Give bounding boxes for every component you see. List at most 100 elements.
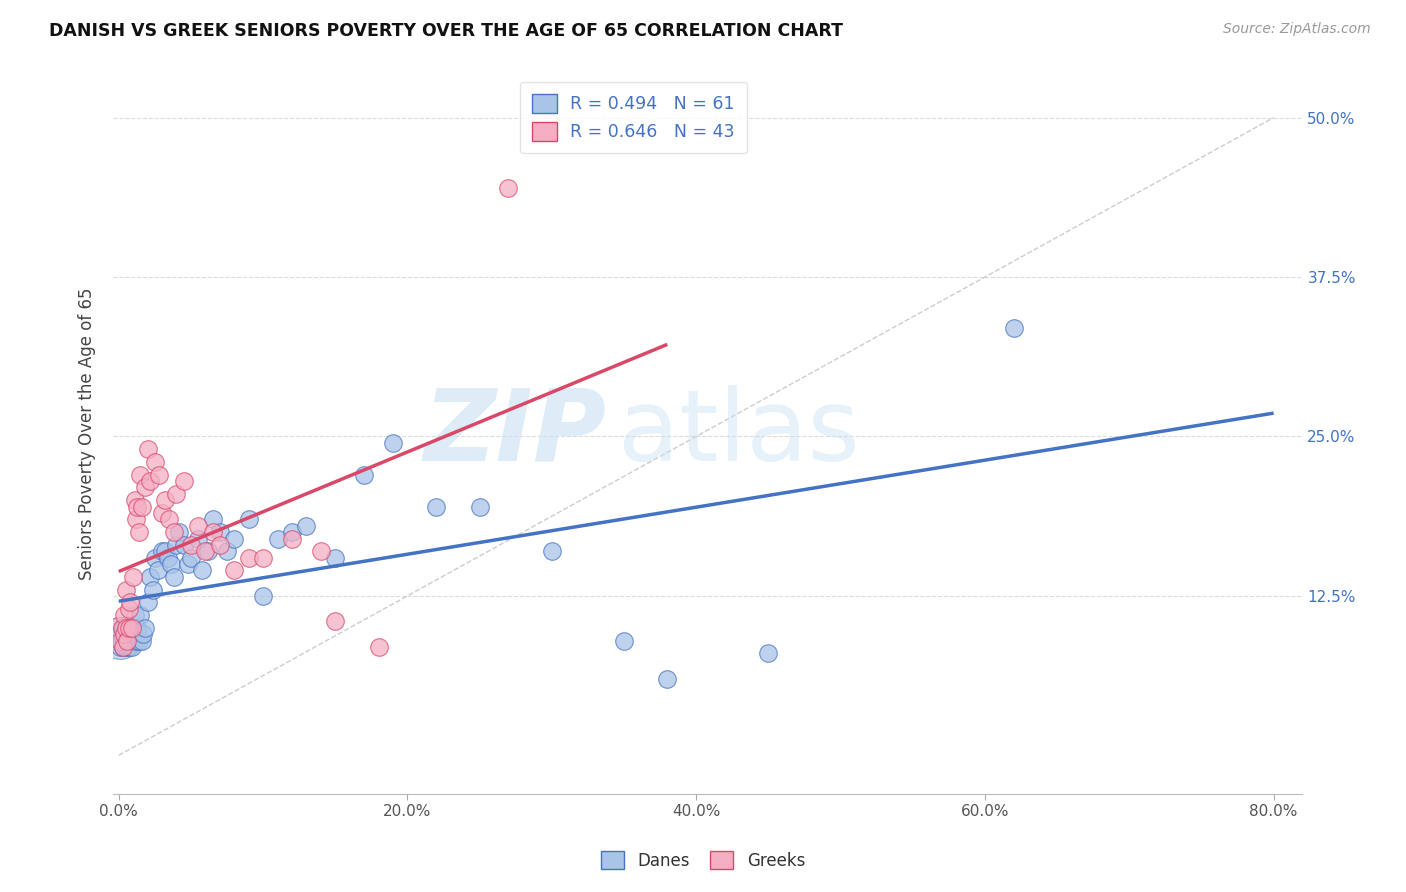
Point <box>114 633 136 648</box>
Text: Source: ZipAtlas.com: Source: ZipAtlas.com <box>1223 22 1371 37</box>
Point <box>115 582 138 597</box>
Legend: R = 0.494   N = 61, R = 0.646   N = 43: R = 0.494 N = 61, R = 0.646 N = 43 <box>520 82 747 153</box>
Point <box>143 455 166 469</box>
Point <box>146 563 169 577</box>
Point <box>136 442 159 457</box>
Point <box>108 631 131 645</box>
Point <box>115 640 138 654</box>
Point <box>177 557 200 571</box>
Point <box>238 550 260 565</box>
Point <box>224 532 246 546</box>
Point <box>252 550 274 565</box>
Point <box>121 640 143 654</box>
Point <box>1002 321 1025 335</box>
Point <box>157 512 180 526</box>
Point <box>128 633 150 648</box>
Point <box>215 544 238 558</box>
Point <box>129 608 152 623</box>
Point <box>208 525 231 540</box>
Point <box>367 640 389 654</box>
Point <box>201 525 224 540</box>
Point <box>201 512 224 526</box>
Point <box>180 550 202 565</box>
Point <box>114 608 136 623</box>
Point <box>353 467 375 482</box>
Point <box>112 640 135 654</box>
Point <box>115 621 138 635</box>
Point <box>120 633 142 648</box>
Point <box>657 672 679 686</box>
Point <box>121 621 143 635</box>
Point <box>136 595 159 609</box>
Point <box>156 550 179 565</box>
Text: atlas: atlas <box>619 384 860 482</box>
Point <box>153 544 176 558</box>
Point <box>295 518 318 533</box>
Point <box>756 646 779 660</box>
Point <box>127 621 149 635</box>
Point <box>173 538 195 552</box>
Point <box>139 474 162 488</box>
Point <box>139 570 162 584</box>
Point <box>382 435 405 450</box>
Point <box>142 582 165 597</box>
Point <box>468 500 491 514</box>
Point <box>117 633 139 648</box>
Legend: Danes, Greeks: Danes, Greeks <box>595 845 811 877</box>
Point <box>540 544 562 558</box>
Point <box>187 518 209 533</box>
Point <box>125 512 148 526</box>
Point <box>166 538 188 552</box>
Text: DANISH VS GREEK SENIORS POVERTY OVER THE AGE OF 65 CORRELATION CHART: DANISH VS GREEK SENIORS POVERTY OVER THE… <box>49 22 844 40</box>
Point <box>134 481 156 495</box>
Point <box>118 640 141 654</box>
Point <box>323 615 346 629</box>
Point <box>122 621 145 635</box>
Point <box>131 633 153 648</box>
Point <box>114 627 136 641</box>
Point <box>143 550 166 565</box>
Point <box>173 474 195 488</box>
Point <box>238 512 260 526</box>
Point <box>191 563 214 577</box>
Point <box>122 570 145 584</box>
Point <box>117 633 139 648</box>
Point <box>169 525 191 540</box>
Point <box>309 544 332 558</box>
Point <box>197 544 219 558</box>
Point <box>281 532 304 546</box>
Point <box>162 570 184 584</box>
Point <box>323 550 346 565</box>
Point <box>148 467 170 482</box>
Point <box>166 487 188 501</box>
Point <box>120 595 142 609</box>
Point <box>124 493 146 508</box>
Point <box>112 621 135 635</box>
Point <box>252 589 274 603</box>
Point <box>266 532 288 546</box>
Point <box>159 557 181 571</box>
Point <box>108 633 131 648</box>
Point <box>162 525 184 540</box>
Text: ZIP: ZIP <box>423 384 606 482</box>
Point <box>132 627 155 641</box>
Point <box>124 608 146 623</box>
Point <box>127 500 149 514</box>
Point <box>108 627 131 641</box>
Point <box>110 621 132 635</box>
Point <box>128 525 150 540</box>
Y-axis label: Seniors Poverty Over the Age of 65: Seniors Poverty Over the Age of 65 <box>79 287 96 580</box>
Point <box>194 544 217 558</box>
Point <box>110 633 132 648</box>
Point <box>117 621 139 635</box>
Point <box>131 500 153 514</box>
Point <box>613 633 636 648</box>
Point <box>150 506 173 520</box>
Point <box>425 500 447 514</box>
Point <box>224 563 246 577</box>
Point <box>129 467 152 482</box>
Point <box>108 640 131 654</box>
Point <box>120 627 142 641</box>
Point <box>134 621 156 635</box>
Point <box>118 621 141 635</box>
